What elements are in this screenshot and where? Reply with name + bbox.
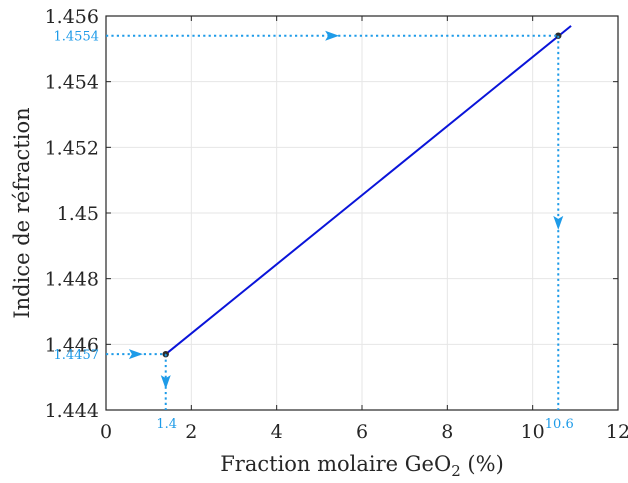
x-tick-label: 0 <box>100 421 112 443</box>
x-tick-label: 2 <box>185 421 197 443</box>
x-value-annotation: 1.4 <box>156 417 177 432</box>
y-value-annotation: 1.4457 <box>54 348 100 363</box>
x-tick-label: 8 <box>441 421 453 443</box>
x-value-annotation: 10.6 <box>545 417 574 432</box>
x-axis-label: Fraction molaire GeO2 (%) <box>220 452 504 480</box>
axis-ticks: 0 2 4 6 8 10 121.4441.4461.4481.451.4521.4541.… <box>45 6 628 443</box>
x-tick-label: 12 <box>606 421 628 443</box>
y-tick-label: 1.446 <box>45 334 99 356</box>
y-tick-label: 1.452 <box>45 137 99 159</box>
annotation-layer: 1.4457 1.4 1.4554 10.6 <box>54 30 574 432</box>
y-tick-label: 1.456 <box>45 6 99 28</box>
vertical-guide-arrow <box>553 215 564 230</box>
y-value-annotation: 1.4554 <box>54 30 100 45</box>
grid <box>106 16 618 410</box>
y-tick-label: 1.448 <box>45 269 99 291</box>
x-tick-label: 10 <box>521 421 545 443</box>
x-tick-label: 6 <box>356 421 368 443</box>
y-tick-label: 1.454 <box>45 72 99 94</box>
y-tick-label: 1.45 <box>57 203 99 225</box>
vertical-guide-arrow <box>160 375 171 390</box>
series-line <box>165 25 572 355</box>
horizontal-guide-arrow <box>128 349 143 360</box>
x-tick-label: 4 <box>271 421 283 443</box>
horizontal-guide-arrow <box>325 30 340 41</box>
y-axis-label: Indice de réfraction <box>10 107 34 318</box>
y-tick-label: 1.444 <box>45 400 99 422</box>
